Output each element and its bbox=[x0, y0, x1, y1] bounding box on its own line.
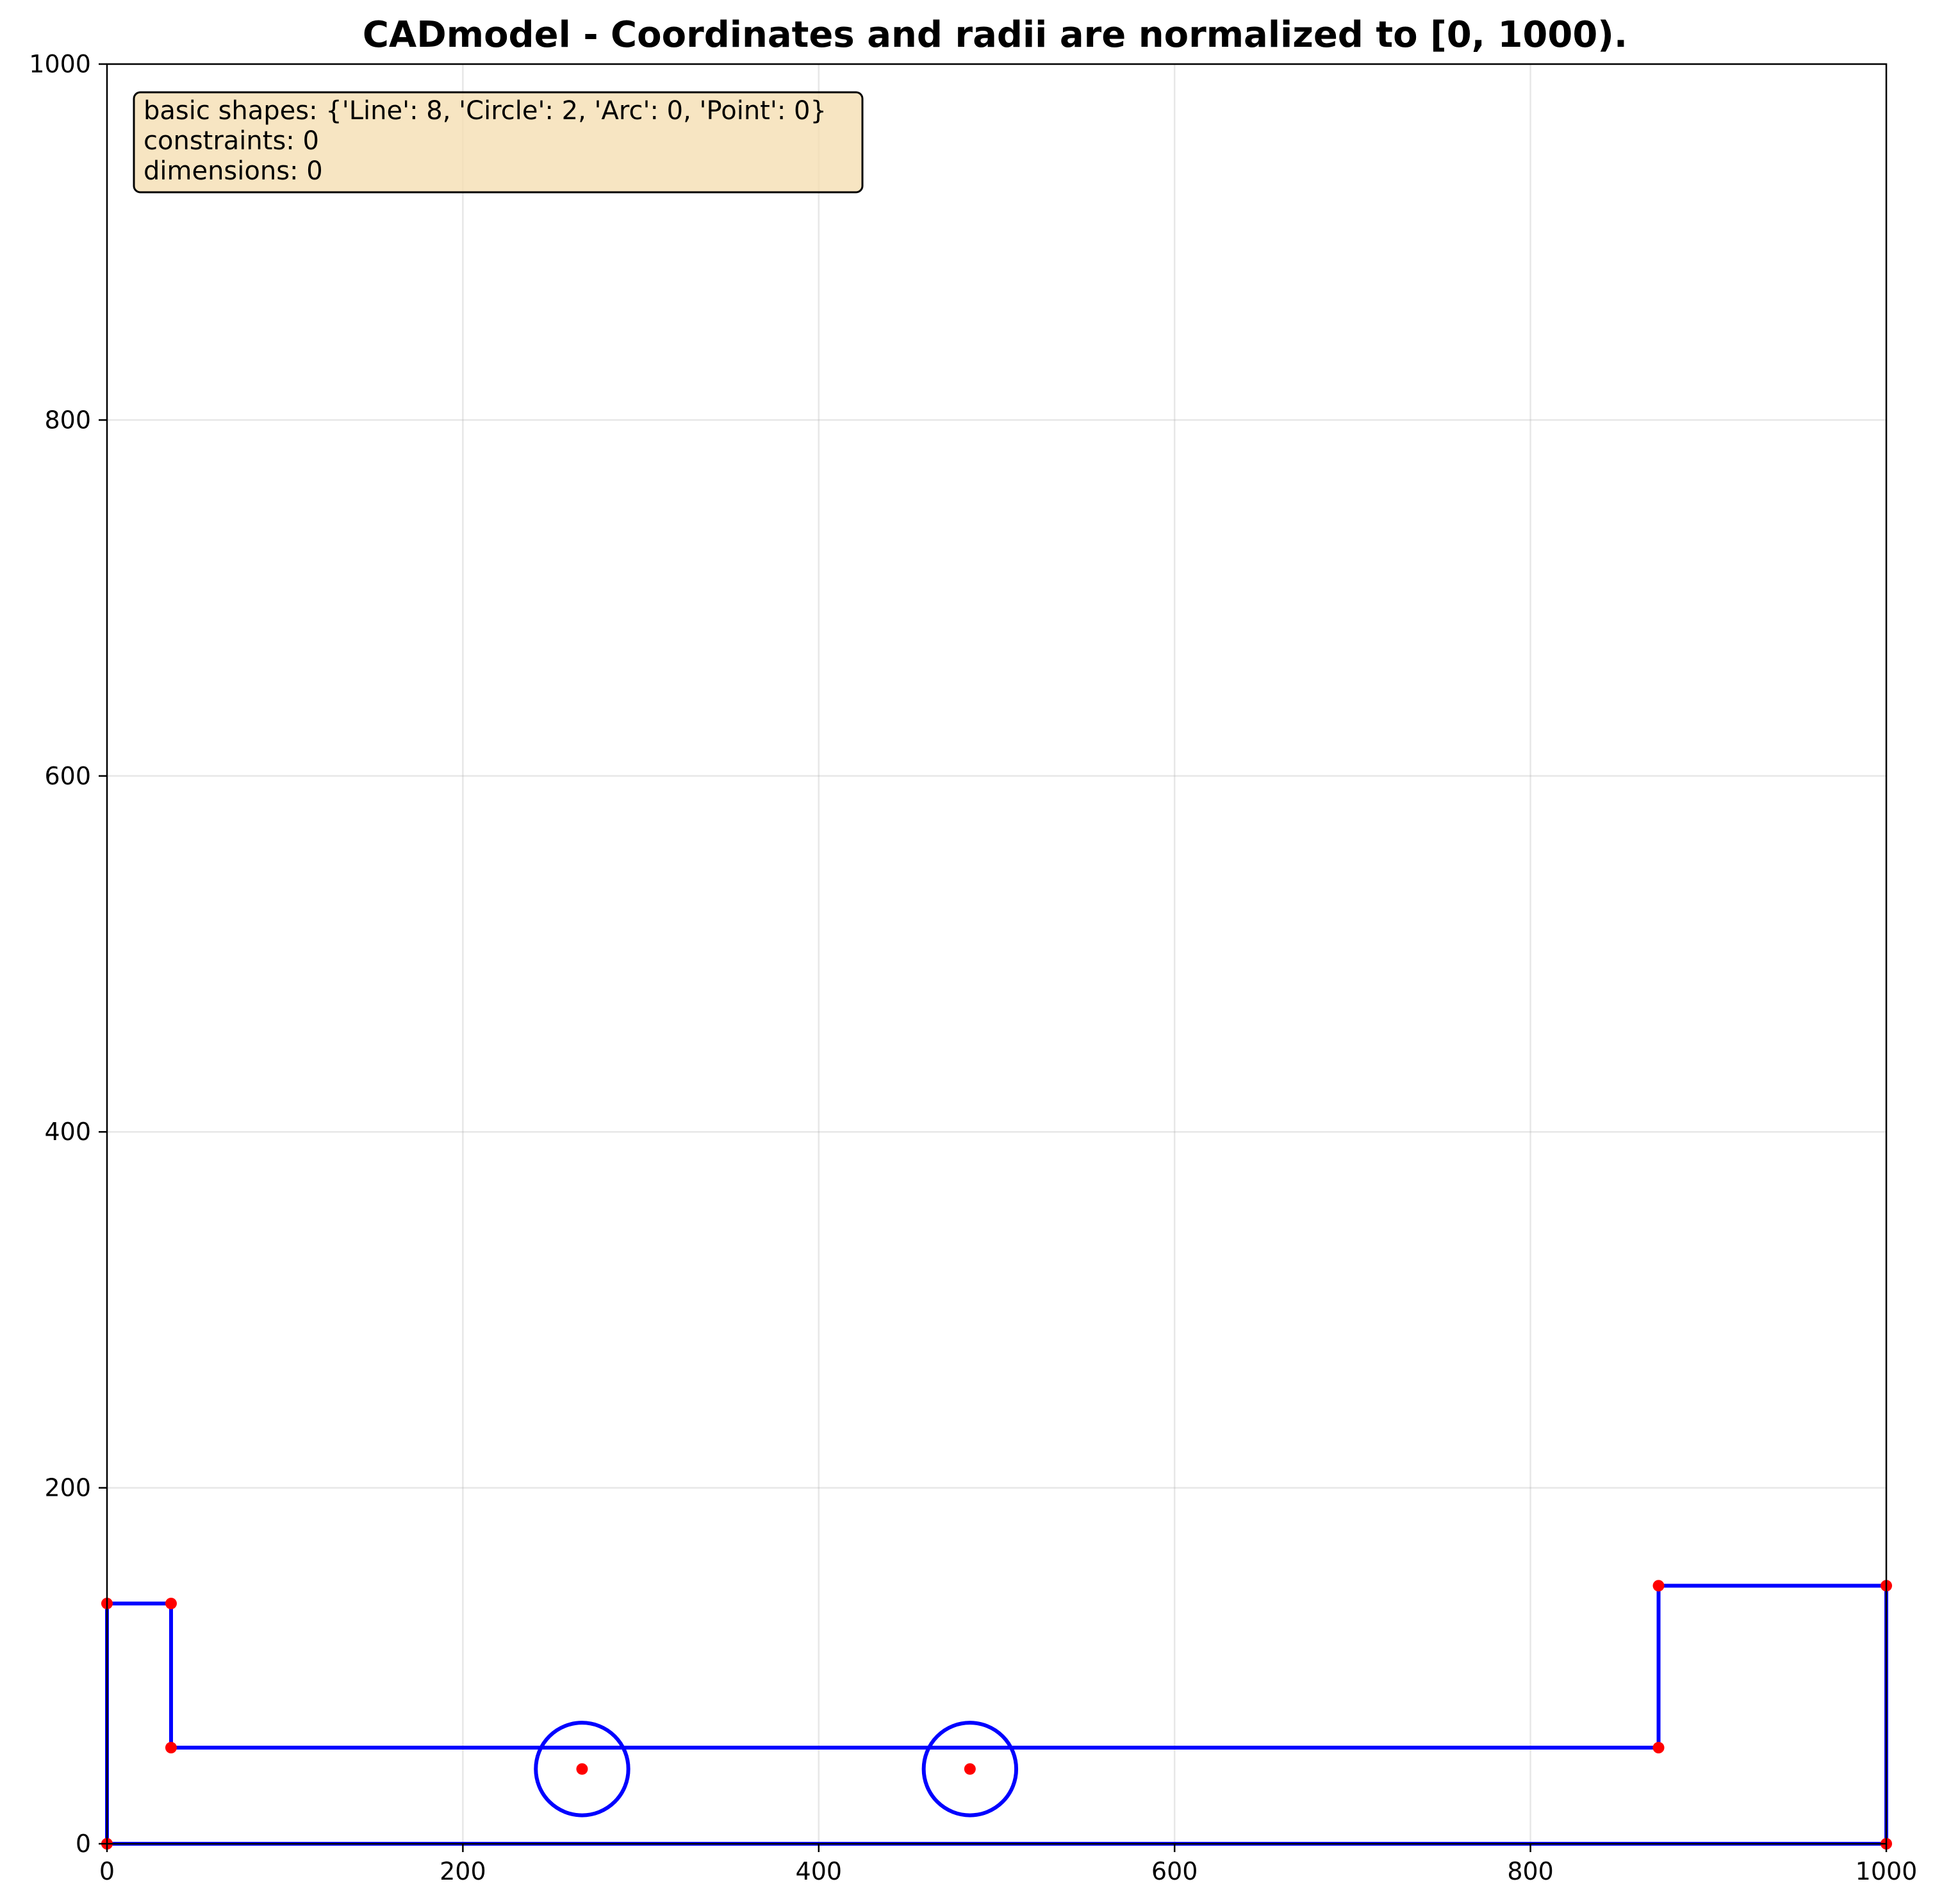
info-line-constraints: constraints: 0 bbox=[144, 126, 319, 156]
axis-ticks: 0 200 400 600 800 1000 0 200 400 600 800 1000 bbox=[29, 50, 1917, 1885]
cad-shapes bbox=[105, 1584, 1888, 1846]
info-line-dimensions: dimensions: 0 bbox=[144, 156, 323, 186]
y-tick-label: 400 bbox=[44, 1118, 91, 1146]
axes-frame bbox=[106, 63, 1888, 1845]
cad-circle bbox=[921, 1721, 1019, 1817]
grid bbox=[106, 63, 1888, 1845]
x-tick-label: 0 bbox=[99, 1857, 115, 1885]
y-tick-label: 800 bbox=[44, 406, 91, 434]
chart-title: CADmodel - Coordinates and radii are nor… bbox=[363, 14, 1627, 56]
y-tick-label: 200 bbox=[44, 1474, 91, 1502]
info-box: basic shapes: {'Line': 8, 'Circle': 2, '… bbox=[133, 91, 864, 194]
y-tick-label: 0 bbox=[76, 1830, 91, 1858]
x-tick-label: 200 bbox=[440, 1857, 486, 1885]
x-tick-label: 600 bbox=[1151, 1857, 1198, 1885]
key-point bbox=[165, 1598, 177, 1610]
cad-circle bbox=[534, 1721, 630, 1817]
info-box-background bbox=[133, 91, 864, 194]
key-point bbox=[1652, 1742, 1665, 1754]
y-tick-label: 1000 bbox=[29, 50, 91, 78]
key-point bbox=[165, 1742, 177, 1754]
y-tick-label: 600 bbox=[44, 762, 91, 790]
x-tick-label: 1000 bbox=[1856, 1857, 1918, 1885]
info-line-shapes: basic shapes: {'Line': 8, 'Circle': 2, '… bbox=[144, 96, 827, 126]
x-tick-label: 800 bbox=[1507, 1857, 1554, 1885]
key-point bbox=[1652, 1580, 1665, 1592]
x-tick-label: 400 bbox=[796, 1857, 843, 1885]
key-point bbox=[576, 1763, 588, 1775]
key-point bbox=[964, 1763, 976, 1775]
